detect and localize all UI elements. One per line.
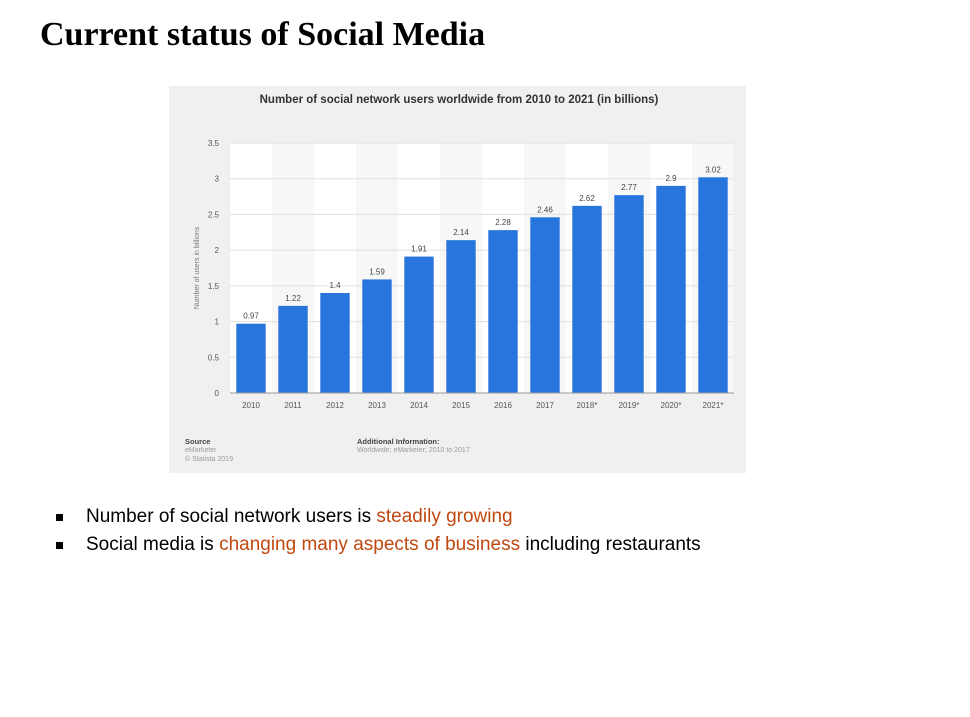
data-label: 1.91 [411,245,427,254]
x-tick-label: 2021* [703,401,724,410]
source-line-2: © Statista 2019 [185,456,233,463]
y-tick-label: 0 [215,389,220,398]
x-tick-label: 2012 [326,401,344,410]
x-tick-label: 2013 [368,401,386,410]
bar [488,230,518,393]
bar [278,305,308,393]
data-label: 3.02 [705,165,721,174]
data-label: 2.9 [665,174,677,183]
data-label: 1.22 [285,294,301,303]
data-label: 0.97 [243,312,259,321]
source-label: Source [185,437,211,446]
y-tick-label: 2.5 [208,210,220,219]
bar [572,205,602,393]
bar [698,177,728,393]
bar [530,217,560,393]
bullet-highlight: changing many aspects of business [219,534,521,555]
bullet-list: Number of social network users is steadi… [56,503,701,559]
chart-plot: 0 0.5 1 1.5 2 2.5 3 3.5 Number of users in billi… [194,139,734,410]
y-tick-label: 0.5 [208,353,220,362]
x-tick-label: 2018* [577,401,598,410]
bar [404,256,434,393]
x-tick-label: 2020* [661,401,682,410]
data-label: 2.14 [453,228,469,237]
bullet-item: Number of social network users is steadi… [56,503,701,531]
y-tick-label: 1.5 [208,282,220,291]
x-tick-label: 2017 [536,401,554,410]
bar [656,185,686,393]
y-axis-label: Number of users in billions [194,226,201,309]
data-label: 2.46 [537,205,553,214]
data-label: 2.62 [579,194,595,203]
y-tick-label: 1 [215,318,220,327]
data-label: 2.28 [495,218,511,227]
bar [614,195,644,393]
data-label: 1.4 [329,281,341,290]
source-line-1: eMarketer [185,447,217,454]
y-tick-label: 3 [215,175,220,184]
x-tick-label: 2010 [242,401,260,410]
y-tick-label: 3.5 [208,139,220,148]
x-tick-label: 2014 [410,401,428,410]
bar [362,279,392,393]
bullet-highlight: steadily growing [376,506,513,527]
slide-title: Current status of Social Media [40,16,486,53]
bullet-text: Number of social network users is [86,506,377,527]
chart-source: Source eMarketer © Statista 2019 [185,437,233,464]
x-tick-label: 2019* [619,401,640,410]
bar [320,293,350,393]
chart-additional-info: Additional Information: Worldwide; eMark… [357,437,470,455]
y-tick-label: 2 [215,246,220,255]
x-tick-label: 2016 [494,401,512,410]
bar [446,240,476,393]
bullet-text: Social media is [86,534,220,555]
additional-info-label: Additional Information: [357,437,440,446]
bar [236,323,266,393]
data-label: 2.77 [621,183,637,192]
x-tick-label: 2015 [452,401,470,410]
additional-info-text: Worldwide; eMarketer; 2010 to 2017 [357,447,470,454]
x-tick-label: 2011 [284,401,302,410]
bar-chart: Number of social network users worldwide… [169,86,746,473]
bullet-text-end: including restaurants [520,534,701,555]
data-label: 1.59 [369,267,385,276]
chart-title: Number of social network users worldwide… [259,94,659,106]
bullet-item: Social media is changing many aspects of… [56,531,701,559]
